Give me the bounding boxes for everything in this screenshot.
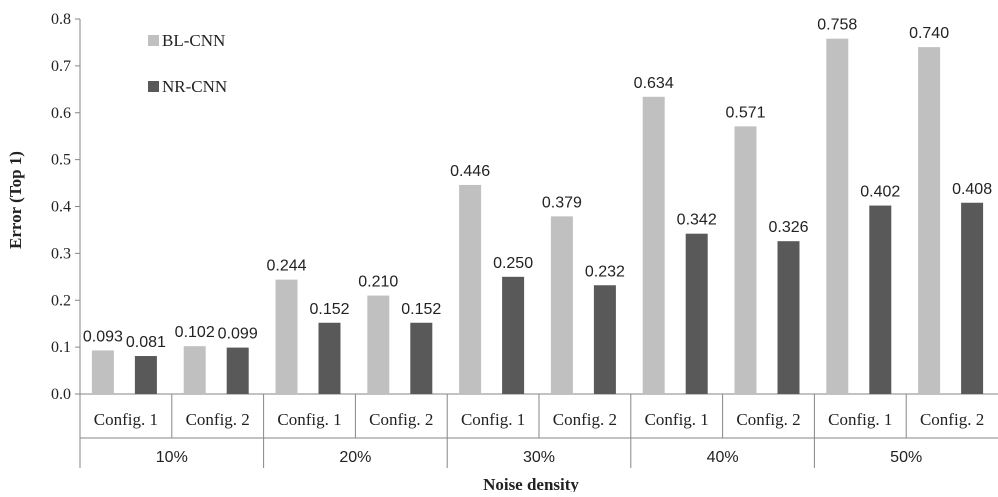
y-axis-title: Error (Top 1) <box>6 151 25 249</box>
data-label-bl-cnn: 0.758 <box>817 17 857 34</box>
x-group-label: 30% <box>523 449 555 466</box>
bar-bl-cnn <box>183 346 206 394</box>
bars <box>91 38 984 394</box>
legend-swatch-nr-cnn <box>148 81 159 92</box>
x-category-label: Config. 1 <box>94 410 158 429</box>
y-tick-label: 0.4 <box>51 199 71 216</box>
bar-bl-cnn <box>550 216 573 394</box>
bar-nr-cnn <box>226 347 249 394</box>
data-label-bl-cnn: 0.093 <box>83 328 123 345</box>
bar-bl-cnn <box>734 126 757 394</box>
bar-nr-cnn <box>410 322 433 394</box>
bar-nr-cnn <box>134 356 157 394</box>
data-label-bl-cnn: 0.210 <box>358 274 398 291</box>
x-category-label: Config. 2 <box>369 410 433 429</box>
x-category-label: Config. 1 <box>828 410 892 429</box>
y-tick-label: 0.6 <box>51 105 71 122</box>
legend-swatch-bl-cnn <box>148 35 159 46</box>
bar-bl-cnn <box>275 279 298 394</box>
bar-nr-cnn <box>869 205 892 394</box>
x-group-label: 40% <box>707 449 739 466</box>
bar-nr-cnn <box>593 285 616 394</box>
data-label-nr-cnn: 0.152 <box>401 301 441 318</box>
y-tick-label: 0.8 <box>51 11 71 28</box>
x-category-label: Config. 2 <box>186 410 250 429</box>
y-tick-label: 0.2 <box>51 292 71 309</box>
data-label-bl-cnn: 0.102 <box>175 324 215 341</box>
data-label-nr-cnn: 0.099 <box>218 326 258 343</box>
x-category-label: Config. 2 <box>736 410 800 429</box>
bar-bl-cnn <box>91 350 114 394</box>
data-label-bl-cnn: 0.244 <box>266 258 306 275</box>
x-category-label: Config. 1 <box>645 410 709 429</box>
legend-label-bl-cnn: BL-CNN <box>162 31 225 50</box>
bar-nr-cnn <box>961 202 984 394</box>
x-group-label: 20% <box>339 449 371 466</box>
x-category-label: Config. 2 <box>920 410 984 429</box>
data-label-bl-cnn: 0.571 <box>725 104 765 121</box>
legend: BL-CNN NR-CNN <box>148 31 227 96</box>
data-label-nr-cnn: 0.081 <box>126 334 166 351</box>
y-tick-label: 0.7 <box>51 58 71 75</box>
x-axis-title: Noise density <box>483 475 579 492</box>
x-axis-categories: Config. 1 Config. 2 Config. 1 Config. 2 Conf… <box>94 394 984 438</box>
bar-bl-cnn <box>367 295 390 394</box>
data-label-bl-cnn: 0.634 <box>634 75 674 92</box>
y-axis-ticks: 0.0 0.1 0.2 0.3 0.4 0.5 0.6 0.7 0.8 <box>51 11 80 403</box>
bar-bl-cnn <box>826 38 849 394</box>
y-tick-label: 0.5 <box>51 152 71 169</box>
x-group-label: 50% <box>890 449 922 466</box>
data-label-nr-cnn: 0.232 <box>585 263 625 280</box>
data-label-bl-cnn: 0.740 <box>909 25 949 42</box>
data-label-nr-cnn: 0.152 <box>309 301 349 318</box>
data-label-bl-cnn: 0.379 <box>542 194 582 211</box>
x-group-label: 10% <box>156 449 188 466</box>
data-label-nr-cnn: 0.326 <box>768 219 808 236</box>
data-label-nr-cnn: 0.250 <box>493 255 533 272</box>
data-label-nr-cnn: 0.402 <box>860 184 900 201</box>
legend-label-nr-cnn: NR-CNN <box>162 77 227 96</box>
bar-nr-cnn <box>318 322 341 394</box>
bar-bl-cnn <box>918 47 941 394</box>
bar-bl-cnn <box>642 96 665 394</box>
y-tick-label: 0.1 <box>51 339 71 356</box>
data-label-bl-cnn: 0.446 <box>450 163 490 180</box>
y-tick-label: 0.3 <box>51 245 71 262</box>
data-label-nr-cnn: 0.408 <box>952 181 992 198</box>
y-tick-label: 0.0 <box>51 386 71 403</box>
bar-nr-cnn <box>502 276 525 394</box>
bar-bl-cnn <box>459 184 482 394</box>
bar-nr-cnn <box>777 241 800 394</box>
bar-nr-cnn <box>685 233 708 394</box>
x-category-label: Config. 1 <box>277 410 341 429</box>
x-category-label: Config. 2 <box>553 410 617 429</box>
data-label-nr-cnn: 0.342 <box>677 212 717 229</box>
x-axis-groups: 10% 20% 30% 40% 50% <box>80 394 998 468</box>
x-category-label: Config. 1 <box>461 410 525 429</box>
